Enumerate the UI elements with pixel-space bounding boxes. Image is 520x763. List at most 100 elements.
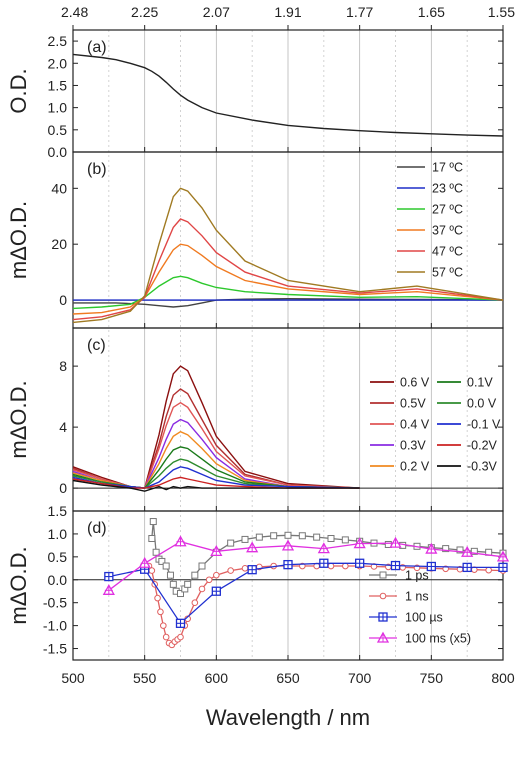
x-tick-label: 750 [420,670,444,686]
data-point [283,559,293,570]
legend-label: 100 µs [405,611,443,625]
top-tick-label: 1.65 [418,4,445,20]
data-point [284,531,292,539]
legend-label: 1 ns [405,590,429,604]
x-tick-label: 650 [276,670,300,686]
data-point [313,533,321,541]
legend-label: 0.5V [400,397,426,411]
x-tick-label: 800 [491,670,515,686]
y-tick-label: 1.5 [48,503,68,519]
legend: 1 ps 1 ns 100 µs 100 ms (x5) [369,569,471,646]
legend-label: 0.1V [467,376,493,390]
panel-a: 0.0 0.5 1.0 1.5 2.0 2.5 O.D. (a) [6,29,504,160]
data-point [191,571,199,579]
top-tick-label: 2.48 [61,4,88,20]
data-point [462,562,472,573]
data-point [177,633,184,641]
data-point [241,565,249,572]
data-point [175,618,186,628]
data-point [390,560,401,571]
data-point [461,545,474,557]
legend-label: 0.2 V [400,460,430,474]
data-point [148,567,156,574]
data-point [298,532,306,540]
data-point [341,536,349,544]
panel-b: 0 20 40 mΔO.D. (b) 17 ºC 23 ºC 27 ºC 37 ºC 47 ºC 5… [6,151,504,329]
data-point [270,532,278,540]
series-line [108,562,503,625]
data-point [456,546,464,554]
y-tick-label: 1.5 [48,77,68,93]
data-point [496,550,510,562]
y-axis-title: mΔO.D. [6,201,31,279]
y-tick-label: 1.0 [48,526,68,542]
series-line [72,466,360,489]
legend-label: 1 ps [405,569,429,583]
data-point [241,535,249,543]
data-point [317,542,330,554]
legend: 17 ºC 23 ºC 27 ºC 37 ºC 47 ºC 57 ºC [397,161,463,280]
data-point [149,518,157,526]
data-point [152,548,160,556]
y-tick-label: -1.5 [43,641,67,657]
data-point [247,565,257,575]
data-point [148,535,156,543]
data-point [157,608,164,616]
legend-label: 23 ºC [432,182,463,196]
data-point [342,562,349,570]
data-point [210,545,223,556]
x-tick-label: 700 [348,670,372,686]
y-tick-label: 0.5 [48,549,68,565]
panel-d: -1.5 -1.0 -0.5 0.0 0.5 1.0 1.5 mΔO.D. (d) 1 ps 1 n… [6,503,510,661]
legend-label: -0.2V [467,439,498,453]
data-point [213,571,220,579]
data-point [166,571,174,579]
data-point [138,556,151,568]
top-tick-label: 2.07 [203,4,230,20]
y-tick-label: -1.0 [43,618,67,634]
data-point [281,539,295,551]
legend-label: 100 ms (x5) [405,632,471,646]
data-point [442,545,450,553]
legend-label: 37 ºC [432,224,463,238]
series-line [72,187,504,324]
data-point [470,547,478,555]
series-line [108,541,504,591]
series-line [72,275,504,310]
legend-label: 17 ºC [432,161,463,175]
data-point [498,562,508,573]
legend-label: -0.1 V [467,418,501,432]
series-line [72,479,360,492]
top-tick-label: 1.77 [346,4,373,20]
legend-marker [379,571,387,579]
x-tick-label: 550 [133,670,157,686]
data-point [177,590,184,598]
data-point [255,533,263,541]
data-point [425,542,438,554]
legend-label: 47 ºC [432,245,463,259]
y-tick-label: 0.5 [48,122,68,138]
data-point [327,535,335,543]
y-axis-title: O.D. [6,68,31,113]
x-tick-label: 600 [205,670,229,686]
series-37-c [72,243,504,315]
x-tick-label: 500 [61,670,85,686]
y-tick-label: 20 [51,236,67,252]
data-point [174,535,187,547]
top-energy-axis: 2.48 2.25 2.07 1.91 1.77 1.65 1.55 [61,4,515,30]
y-tick-label: 0.0 [48,572,68,588]
bottom-x-axis: 500 550 600 650 700 750 800 Wavelength / nm [61,670,515,730]
legend-label: 0.0 V [467,397,497,411]
y-tick-label: 1.0 [48,100,68,116]
data-point [205,576,213,584]
data-point [160,622,167,629]
legend-marker [378,612,388,622]
y-tick-label: 0 [59,292,67,308]
data-point [198,562,206,570]
data-point [246,541,259,553]
series-line [151,521,504,595]
data-point [485,566,492,574]
data-point [169,580,177,588]
